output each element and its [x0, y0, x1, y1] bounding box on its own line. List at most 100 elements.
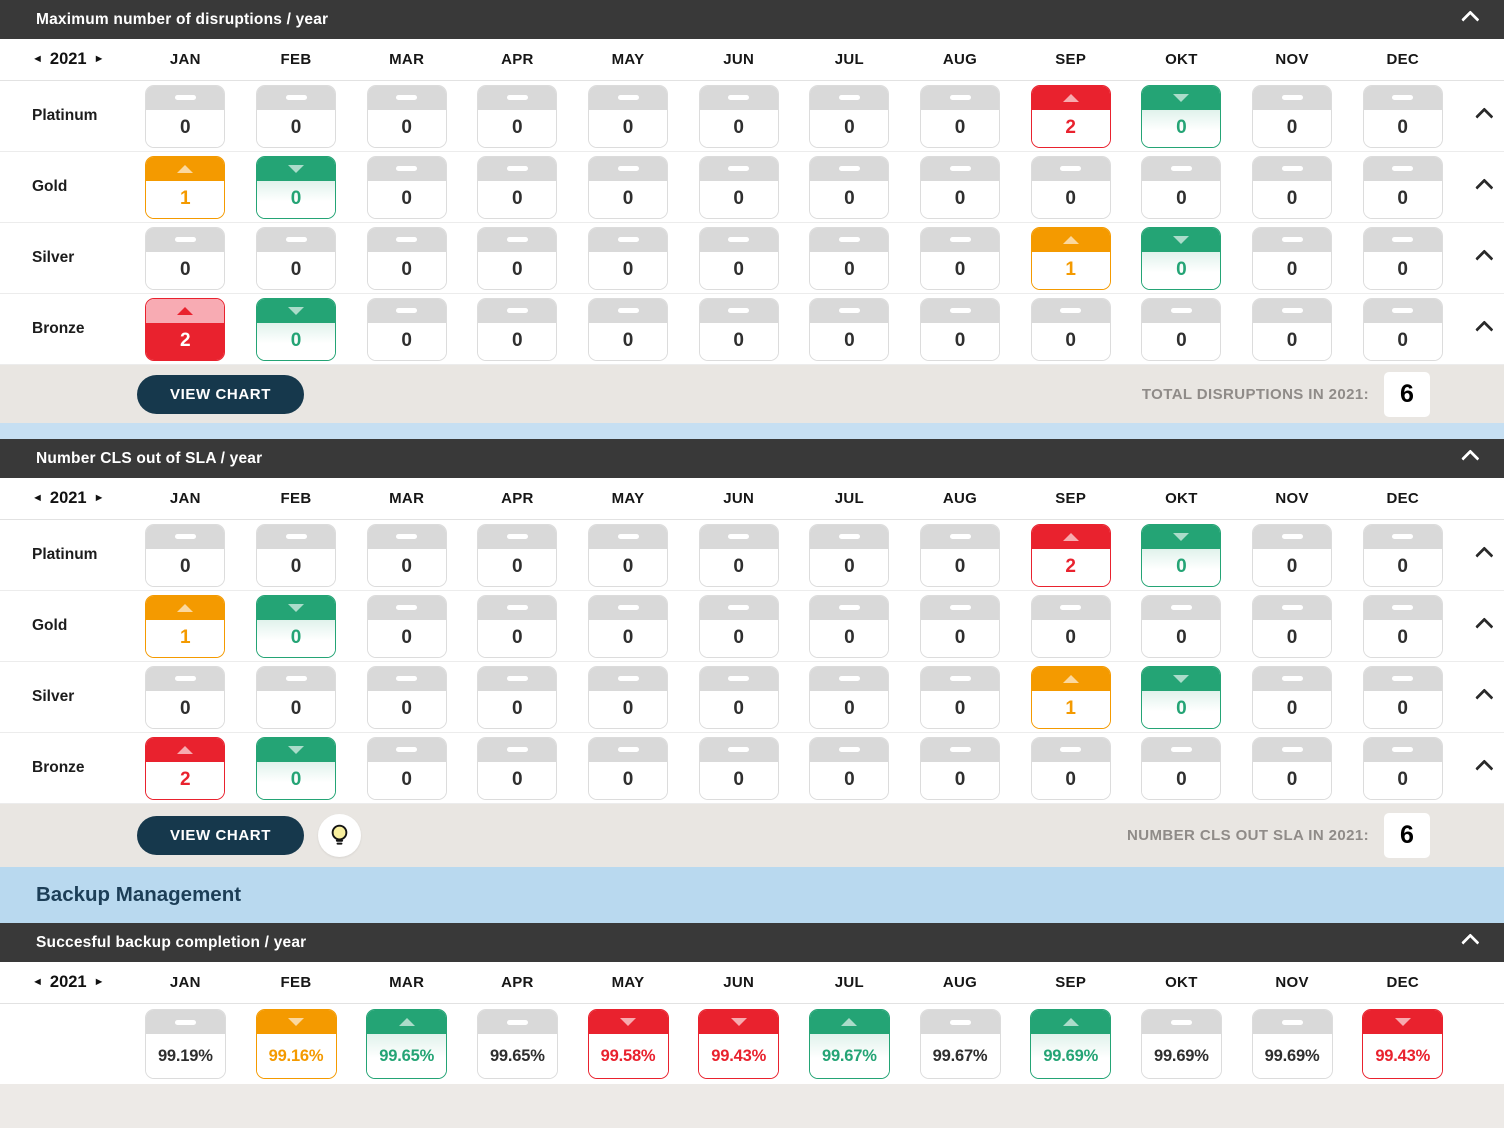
metric-cell[interactable]: 0: [588, 665, 669, 729]
metric-cell[interactable]: 2: [145, 736, 226, 800]
metric-cell[interactable]: 99.69%: [1251, 1009, 1333, 1079]
metric-cell[interactable]: 0: [366, 523, 447, 587]
metric-cell[interactable]: 0: [145, 523, 226, 587]
metric-cell[interactable]: 0: [809, 84, 890, 148]
metric-cell[interactable]: 0: [477, 226, 558, 290]
metric-cell[interactable]: 0: [1252, 665, 1333, 729]
metric-cell[interactable]: 0: [1362, 84, 1443, 148]
collapse-row-icon[interactable]: [1474, 319, 1494, 339]
metric-cell[interactable]: 0: [477, 523, 558, 587]
metric-cell[interactable]: 0: [477, 594, 558, 658]
metric-cell[interactable]: 0: [698, 594, 779, 658]
metric-cell[interactable]: 0: [920, 84, 1001, 148]
metric-cell[interactable]: 0: [1141, 736, 1222, 800]
metric-cell[interactable]: 0: [145, 665, 226, 729]
collapse-row-icon[interactable]: [1474, 248, 1494, 268]
metric-cell[interactable]: 0: [920, 155, 1001, 219]
metric-cell[interactable]: 0: [698, 523, 779, 587]
metric-cell[interactable]: 0: [366, 297, 447, 361]
metric-cell[interactable]: 0: [588, 736, 669, 800]
metric-cell[interactable]: 0: [1141, 226, 1222, 290]
metric-cell[interactable]: 0: [477, 665, 558, 729]
metric-cell[interactable]: 99.69%: [1140, 1009, 1222, 1079]
metric-cell[interactable]: 0: [588, 297, 669, 361]
metric-cell[interactable]: 0: [588, 84, 669, 148]
metric-cell[interactable]: 0: [1362, 736, 1443, 800]
metric-cell[interactable]: 0: [256, 297, 336, 361]
metric-cell[interactable]: 0: [1362, 665, 1443, 729]
metric-cell[interactable]: 0: [366, 736, 447, 800]
metric-cell[interactable]: 0: [809, 297, 890, 361]
collapse-section-icon[interactable]: [1461, 933, 1480, 952]
metric-cell[interactable]: 0: [809, 523, 890, 587]
collapse-row-icon[interactable]: [1474, 545, 1494, 565]
metric-cell[interactable]: 0: [920, 665, 1001, 729]
metric-cell[interactable]: 99.67%: [919, 1009, 1001, 1079]
metric-cell[interactable]: 0: [1362, 155, 1443, 219]
metric-cell[interactable]: 0: [920, 226, 1001, 290]
metric-cell[interactable]: 0: [477, 297, 558, 361]
metric-cell[interactable]: 99.43%: [698, 1009, 780, 1079]
metric-cell[interactable]: 0: [1141, 84, 1222, 148]
metric-cell[interactable]: 99.16%: [255, 1009, 337, 1079]
metric-cell[interactable]: 0: [1362, 523, 1443, 587]
tip-lightbulb-icon[interactable]: [318, 814, 361, 857]
metric-cell[interactable]: 0: [809, 594, 890, 658]
metric-cell[interactable]: 0: [256, 155, 336, 219]
metric-cell[interactable]: 0: [1252, 155, 1333, 219]
next-year-icon[interactable]: ►: [93, 492, 105, 504]
metric-cell[interactable]: 99.65%: [366, 1009, 448, 1079]
metric-cell[interactable]: 0: [588, 226, 669, 290]
metric-cell[interactable]: 0: [1141, 155, 1222, 219]
metric-cell[interactable]: 0: [256, 226, 336, 290]
collapse-row-icon[interactable]: [1474, 106, 1494, 126]
metric-cell[interactable]: 0: [809, 226, 890, 290]
metric-cell[interactable]: 2: [1030, 84, 1111, 148]
metric-cell[interactable]: 0: [1362, 594, 1443, 658]
metric-cell[interactable]: 0: [698, 226, 779, 290]
metric-cell[interactable]: 0: [1141, 297, 1222, 361]
metric-cell[interactable]: 99.19%: [144, 1009, 226, 1079]
metric-cell[interactable]: 0: [366, 155, 447, 219]
metric-cell[interactable]: 0: [366, 84, 447, 148]
metric-cell[interactable]: 1: [1030, 226, 1111, 290]
metric-cell[interactable]: 0: [1141, 665, 1222, 729]
next-year-icon[interactable]: ►: [93, 53, 105, 65]
metric-cell[interactable]: 0: [698, 665, 779, 729]
metric-cell[interactable]: 1: [1030, 665, 1111, 729]
collapse-row-icon[interactable]: [1474, 687, 1494, 707]
collapse-section-icon[interactable]: [1461, 449, 1480, 468]
metric-cell[interactable]: 0: [1030, 155, 1111, 219]
metric-cell[interactable]: 0: [588, 594, 669, 658]
metric-cell[interactable]: 0: [366, 226, 447, 290]
metric-cell[interactable]: 0: [809, 665, 890, 729]
metric-cell[interactable]: 0: [920, 523, 1001, 587]
metric-cell[interactable]: 99.58%: [587, 1009, 669, 1079]
metric-cell[interactable]: 0: [366, 665, 447, 729]
metric-cell[interactable]: 0: [477, 736, 558, 800]
metric-cell[interactable]: 0: [809, 736, 890, 800]
metric-cell[interactable]: 0: [1030, 297, 1111, 361]
metric-cell[interactable]: 0: [588, 523, 669, 587]
metric-cell[interactable]: 0: [698, 297, 779, 361]
metric-cell[interactable]: 1: [145, 594, 226, 658]
metric-cell[interactable]: 0: [920, 594, 1001, 658]
metric-cell[interactable]: 0: [256, 665, 336, 729]
collapse-row-icon[interactable]: [1474, 616, 1494, 636]
metric-cell[interactable]: 0: [145, 84, 226, 148]
metric-cell[interactable]: 0: [698, 155, 779, 219]
metric-cell[interactable]: 0: [477, 155, 558, 219]
metric-cell[interactable]: 99.65%: [476, 1009, 558, 1079]
collapse-section-icon[interactable]: [1461, 10, 1480, 29]
metric-cell[interactable]: 0: [920, 297, 1001, 361]
metric-cell[interactable]: 99.43%: [1362, 1009, 1444, 1079]
metric-cell[interactable]: 0: [1030, 736, 1111, 800]
metric-cell[interactable]: 0: [698, 84, 779, 148]
metric-cell[interactable]: 1: [145, 155, 226, 219]
prev-year-icon[interactable]: ◄: [32, 976, 43, 988]
collapse-row-icon[interactable]: [1474, 177, 1494, 197]
metric-cell[interactable]: 0: [1030, 594, 1111, 658]
view-chart-button[interactable]: VIEW CHART: [137, 816, 304, 855]
metric-cell[interactable]: 0: [145, 226, 226, 290]
metric-cell[interactable]: 0: [1362, 297, 1443, 361]
